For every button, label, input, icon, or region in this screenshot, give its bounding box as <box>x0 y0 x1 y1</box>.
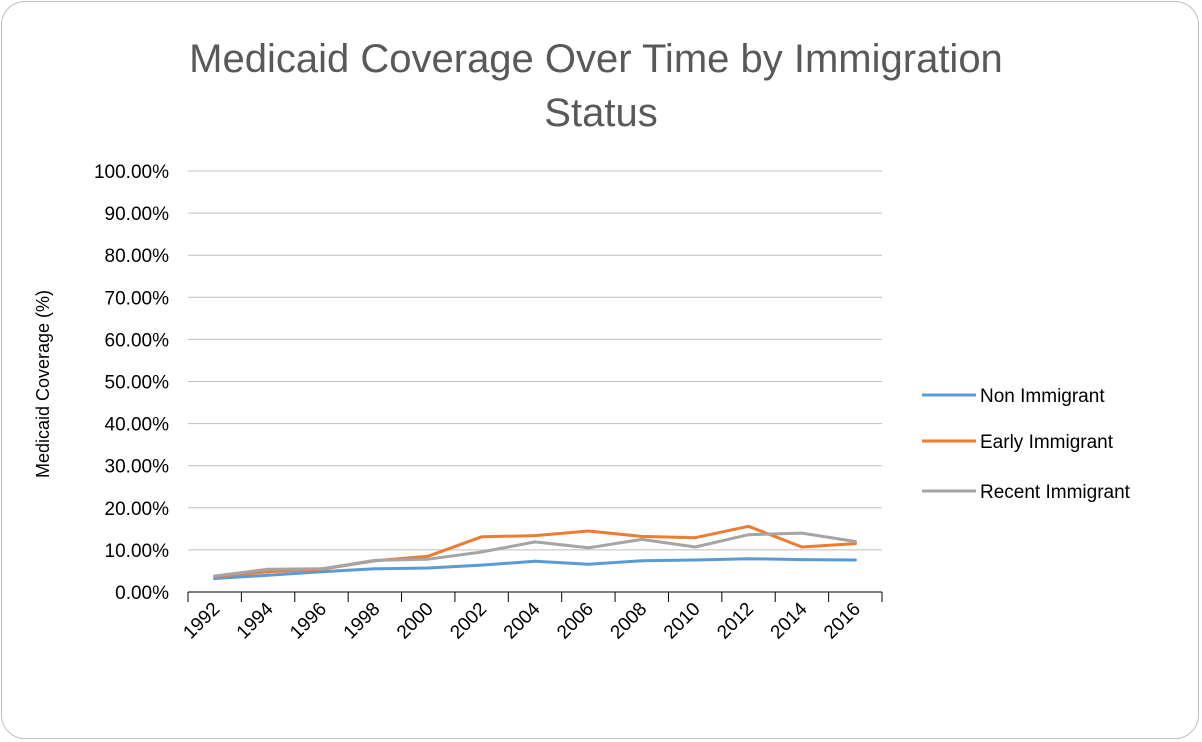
y-tick-label: 80.00% <box>105 246 170 267</box>
y-tick-label: 50.00% <box>105 373 170 394</box>
y-tick-label: 70.00% <box>105 288 170 309</box>
legend: Non Immigrant Early Immigrant Recent Immig… <box>922 386 1131 503</box>
x-tick-label: 1992 <box>179 599 224 644</box>
data-point <box>586 546 590 550</box>
legend-label: Non Immigrant <box>980 386 1105 407</box>
data-point <box>426 554 430 558</box>
series-lines <box>213 524 857 581</box>
x-tick-label: 2004 <box>500 598 545 643</box>
x-tick-label: 2012 <box>713 599 758 644</box>
x-tick-label: 2002 <box>446 599 491 644</box>
data-point <box>373 558 377 562</box>
data-point <box>480 563 484 567</box>
chart-title-line-2: Status <box>544 91 657 135</box>
data-point <box>373 567 377 571</box>
x-tick-label: 1994 <box>233 598 278 643</box>
data-point <box>747 557 751 561</box>
data-point <box>853 558 857 562</box>
y-axis-label: Medicaid Coverage (%) <box>33 290 53 478</box>
data-point <box>800 531 804 535</box>
data-point <box>693 558 697 562</box>
y-tick-label: 100.00% <box>94 162 169 183</box>
data-point <box>640 537 644 541</box>
data-point <box>853 539 857 543</box>
x-tick-label: 2008 <box>607 599 652 644</box>
data-point <box>266 570 270 574</box>
x-axis-ticks: 1992 1994 1996 1998 2000 2002 2004 2006 2008 2010… <box>179 598 864 643</box>
data-point <box>747 533 751 537</box>
chart-title-line-1: Medicaid Coverage Over Time by Immigrati… <box>189 37 1003 81</box>
data-point <box>640 559 644 563</box>
x-tick-label: 2010 <box>660 599 705 644</box>
y-tick-label: 20.00% <box>105 499 170 520</box>
y-tick-label: 30.00% <box>105 457 170 478</box>
data-point <box>426 557 430 561</box>
x-tick-label: 2016 <box>820 599 865 644</box>
gridlines <box>188 170 882 551</box>
y-tick-label: 10.00% <box>105 541 170 562</box>
data-point <box>426 566 430 570</box>
x-tick-label: 2000 <box>393 599 438 644</box>
data-point <box>533 534 537 538</box>
x-tick-label: 2014 <box>767 598 812 643</box>
data-point <box>586 562 590 566</box>
data-point <box>693 545 697 549</box>
y-tick-label: 90.00% <box>105 204 170 225</box>
data-point <box>266 567 270 571</box>
x-axis <box>187 591 883 602</box>
data-point <box>533 559 537 563</box>
data-point <box>640 534 644 538</box>
data-point <box>213 574 217 578</box>
legend-label: Recent Immigrant <box>980 482 1131 503</box>
data-point <box>480 535 484 539</box>
legend-label: Early Immigrant <box>980 432 1114 453</box>
x-tick-label: 2006 <box>553 599 598 644</box>
x-tick-label: 1998 <box>340 599 385 644</box>
y-tick-label: 0.00% <box>115 583 169 604</box>
data-point <box>747 524 751 528</box>
data-point <box>533 540 537 544</box>
data-point <box>800 558 804 562</box>
data-point <box>800 545 804 549</box>
y-tick-label: 60.00% <box>105 330 170 351</box>
data-point <box>480 550 484 554</box>
data-point <box>266 573 270 577</box>
x-tick-label: 1996 <box>286 599 331 644</box>
data-point <box>319 567 323 571</box>
chart-title: Medicaid Coverage Over Time by Immigrati… <box>189 37 1003 135</box>
y-axis-ticks: 0.00% 10.00% 20.00% 30.00% 40.00% 50.00% 60.00… <box>94 162 169 604</box>
data-point <box>319 570 323 574</box>
y-tick-label: 40.00% <box>105 415 170 436</box>
series-line <box>213 531 857 578</box>
data-point <box>693 536 697 540</box>
data-point <box>586 529 590 533</box>
